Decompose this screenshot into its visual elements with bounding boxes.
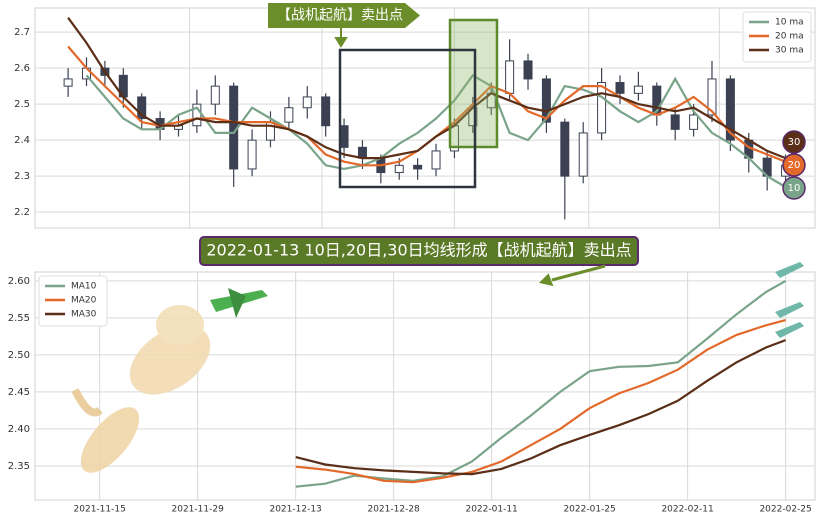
legend-label: MA10 (71, 282, 97, 292)
pointer-arrow (539, 264, 606, 287)
candle-body (523, 60, 533, 80)
y-tick-label: 2.5 (14, 99, 30, 110)
x-tick-label: 2021-11-29 (172, 505, 225, 515)
legend-label: 20 ma (775, 32, 804, 42)
ma-line (85, 73, 787, 188)
legend-label: MA30 (71, 310, 97, 320)
focus-box (338, 48, 477, 189)
candle-body (541, 78, 551, 123)
candle-body (210, 85, 220, 105)
x-tick-label: 2021-11-15 (74, 505, 126, 515)
pointer-arrow (334, 28, 348, 48)
candle-body (689, 114, 699, 130)
end-badge (782, 130, 806, 154)
bottom-banner (199, 236, 639, 266)
ma-line (295, 339, 786, 476)
y-tick-label: 2.2 (14, 207, 30, 218)
candle-body (670, 114, 680, 130)
candle-body (413, 164, 423, 170)
y-tick-label: 2.4 (14, 135, 30, 146)
y-tick-label: 2.55 (8, 313, 30, 324)
top-annotation: 【战机起航】卖出点 (277, 8, 403, 24)
top-plot-area (34, 7, 816, 229)
dog-illustration (71, 305, 211, 473)
y-tick-label: 2.45 (8, 387, 30, 398)
end-badge-label: 30 (788, 137, 801, 148)
ma-line (295, 279, 787, 488)
candle-body (633, 85, 643, 94)
y-tick-label: 2.3 (14, 171, 30, 182)
x-tick-label: 2021-12-28 (367, 505, 420, 515)
candle-body (394, 164, 404, 174)
candle-body (63, 78, 73, 87)
y-tick-label: 2.6 (14, 63, 30, 74)
legend-label: 10 ma (775, 18, 804, 28)
end-badge-label: 10 (788, 183, 801, 194)
plane-illustration (210, 262, 804, 338)
candle-body (247, 139, 257, 170)
candle-body (284, 107, 294, 123)
x-tick-label: 2022-01-25 (563, 505, 615, 515)
y-tick-label: 2.50 (8, 350, 30, 361)
x-tick-label: 2021-12-13 (269, 505, 321, 515)
bottom-annotation: 2022-01-13 10日,20日,30日均线形成【战机起航】卖出点 (206, 241, 631, 260)
x-tick-label: 2022-02-25 (759, 505, 811, 515)
top-panel: 2.2 2.3 2.4 2.5 2.6 2.7 10 ma 20 ma 30 ma 10 20 30 (14, 8, 815, 228)
legend-label: MA20 (71, 296, 97, 306)
candle-body (302, 96, 312, 109)
candle-body (339, 125, 349, 148)
x-tick-label: 2022-01-11 (465, 505, 517, 515)
legend-label: 30 ma (775, 46, 804, 56)
candle-body (321, 96, 331, 127)
x-tick-label: 2022-02-11 (661, 505, 713, 515)
candle-body (597, 82, 607, 134)
y-tick-label: 2.40 (8, 424, 30, 435)
candle-body (615, 82, 625, 94)
end-badge (782, 176, 806, 200)
highlight-box (448, 18, 499, 149)
top-banner (268, 3, 420, 28)
candle-body (137, 96, 147, 120)
candle-body (707, 78, 717, 116)
y-tick-label: 2.60 (8, 276, 30, 287)
end-badge (782, 153, 806, 177)
candle-body (578, 132, 588, 177)
candle-body (505, 60, 515, 94)
y-tick-label: 2.7 (14, 27, 30, 38)
ma-line (295, 319, 786, 484)
end-badge-label: 20 (788, 160, 801, 171)
candle-body (560, 121, 570, 177)
candle-body (725, 78, 735, 141)
ma-line (67, 17, 787, 160)
candle-body (431, 150, 441, 170)
y-tick-label: 2.35 (8, 461, 30, 472)
